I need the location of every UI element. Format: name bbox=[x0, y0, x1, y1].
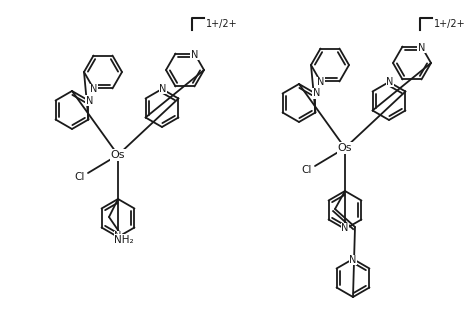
Text: N: N bbox=[313, 88, 320, 99]
Text: 1+/2+: 1+/2+ bbox=[434, 19, 465, 29]
Text: N: N bbox=[418, 43, 425, 52]
Text: N: N bbox=[86, 95, 93, 106]
Text: N: N bbox=[159, 84, 167, 94]
Text: Os: Os bbox=[338, 143, 352, 153]
Text: Cl: Cl bbox=[75, 172, 85, 182]
Text: N: N bbox=[90, 84, 97, 94]
Text: N: N bbox=[191, 50, 198, 59]
Text: N: N bbox=[341, 223, 349, 233]
Text: Os: Os bbox=[111, 150, 125, 160]
Text: N: N bbox=[317, 77, 324, 88]
Text: NH₂: NH₂ bbox=[114, 235, 134, 245]
Text: N: N bbox=[349, 255, 357, 265]
Text: N: N bbox=[386, 77, 394, 87]
Text: 1+/2+: 1+/2+ bbox=[206, 19, 237, 29]
Text: Cl: Cl bbox=[302, 165, 312, 175]
Text: N: N bbox=[114, 231, 122, 241]
